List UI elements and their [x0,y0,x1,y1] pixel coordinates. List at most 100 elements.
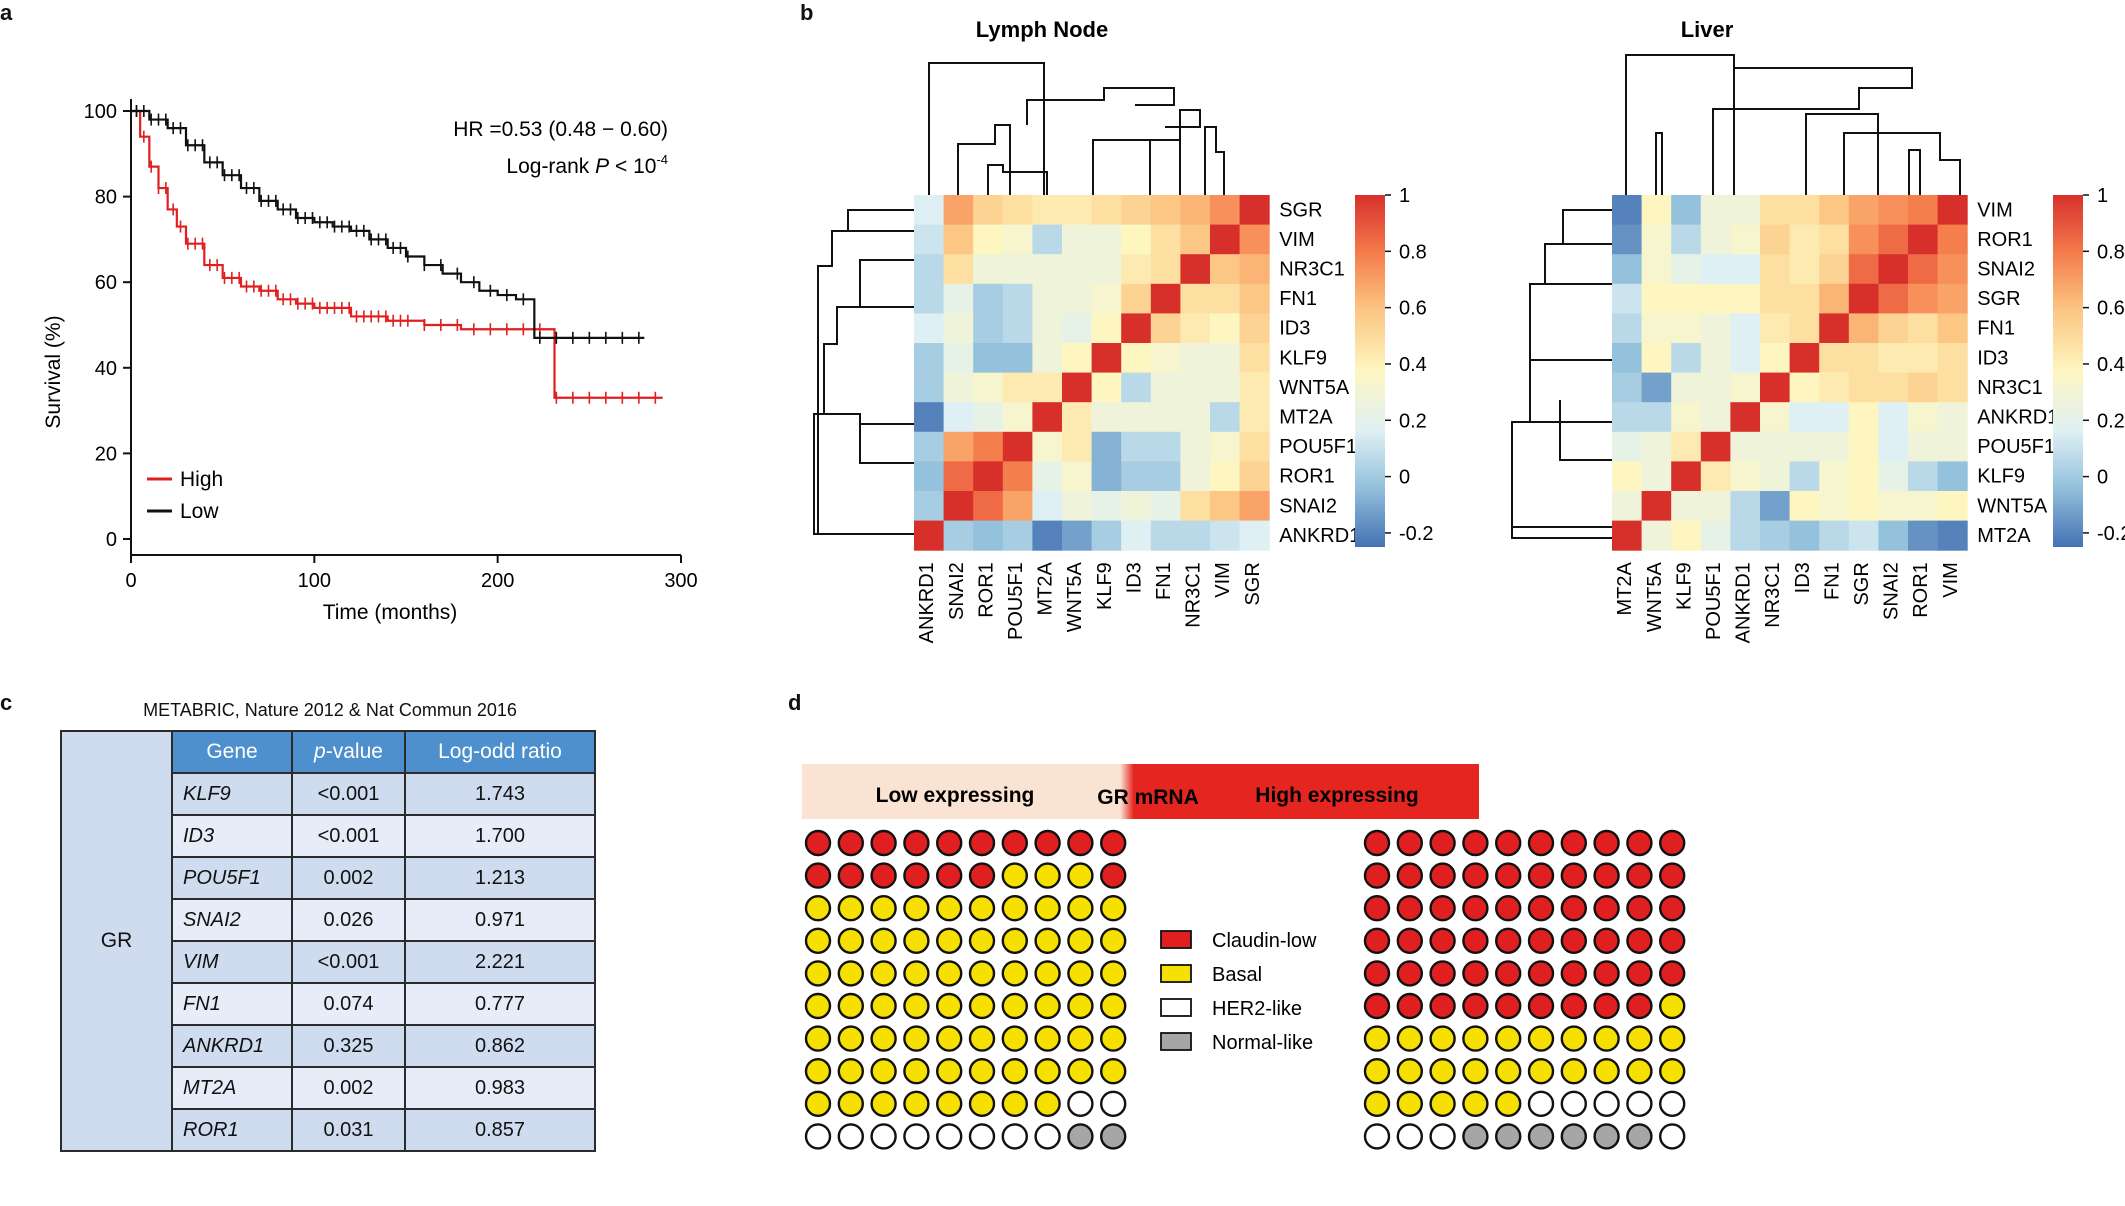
heatmap-col-label: POU5F1 [1703,562,1725,640]
heatmap-cell [1612,313,1643,344]
heatmap-cell [1180,343,1211,374]
heatmap-cell [943,520,974,551]
legend-high-label: High [180,468,223,491]
subtype-dot [1527,1058,1555,1085]
subtype-dot [1100,829,1127,857]
heatmap-row-label: NR3C1 [1279,259,1345,281]
heatmap-cell [1700,402,1731,433]
heatmap-cell [1612,195,1643,226]
heatmap-cell [1908,195,1939,226]
dendrogram-branch [987,164,1048,195]
subtype-dot [903,829,930,857]
heatmap-cell [1032,283,1063,314]
subtype-dot [1659,927,1686,955]
dot-grid-low [804,829,1127,1150]
heatmap-cell [1937,313,1968,344]
subtype-dot [1527,1025,1555,1052]
heatmap-cell [1150,283,1181,314]
heatmap-cell [1671,224,1702,255]
heatmap-cell [973,520,1004,551]
subtype-dot [870,894,897,922]
heatmap-col-label: KLF9 [1673,562,1695,610]
heatmap-cell [1848,461,1879,492]
subtype-dot [804,992,832,1020]
heatmap-cell [943,431,974,462]
heatmap-row-label: ID3 [1279,318,1310,340]
heatmap-cell [1150,491,1181,522]
heatmap-cell [1671,372,1702,403]
heatmap-cell [1878,402,1909,433]
subtype-dot [1067,1123,1094,1150]
heatmap-cell [1150,372,1181,403]
subtype-dot [1659,1058,1686,1085]
dendrogram-branch [928,62,1045,195]
heatmap-col-label: NR3C1 [1183,562,1205,628]
heatmap-cell [1878,431,1909,462]
subtype-dot [935,992,963,1020]
subtype-dot [1659,1090,1686,1117]
subtype-dot [870,927,897,955]
gr-mrna-bar [802,764,1479,819]
survival-ytick-label: 40 [95,358,117,380]
heatmap-cell [1180,313,1211,344]
heatmap-cell [1878,343,1909,374]
subtype-dot [1100,1090,1127,1117]
subtype-dot [804,1058,832,1085]
heatmap-col-label: SGR [1851,562,1873,605]
correlation-heatmaps: Lymph Node Liver SGR VIM NR3C1 FN1 ID3 KLF9 WN… [813,17,2125,643]
legend-swatch [1160,998,1192,1017]
subtype-dot [804,960,832,987]
subtype-dot [1462,927,1489,955]
subtype-dot [1067,894,1094,922]
heatmap-cell [1730,402,1761,433]
subtype-dot [903,1025,930,1052]
heatmap-cell [943,224,974,255]
subtype-dot [1659,992,1686,1020]
heatmap-cell [1819,224,1850,255]
heatmap-cell [973,254,1004,285]
heatmap-cell [973,431,1004,462]
heatmap-cell [973,195,1004,226]
subtype-dot [1560,1025,1587,1052]
heatmap-cell [1671,195,1702,226]
subtype-dot [1462,829,1489,857]
table-cell-pvalue: <0.001 [291,940,406,984]
subtype-dot [1001,927,1029,955]
subtype-dot [804,927,832,955]
bar-mid-label: GR mRNA [1097,786,1199,809]
table-cell-log-odd: 1.213 [404,856,596,900]
subtype-dot [1100,1123,1127,1150]
subtype-dot [1495,1058,1522,1085]
heatmap-cell [1819,491,1850,522]
table-row: ROR1 0.031 0.857 [61,1108,596,1152]
heatmap-cell [1612,520,1643,551]
heatmap-cell [1671,461,1702,492]
heatmap-cell [1612,461,1643,492]
heatmap-cell [1789,313,1820,344]
subtype-dot [1462,1025,1489,1052]
heatmap-cell [1239,520,1270,551]
gr-group-cell: GR [60,730,173,1152]
heatmap-cell [1908,431,1939,462]
heatmap-cell [1612,431,1643,462]
dendrogram-branch [1092,109,1201,195]
subtype-dot [935,1025,963,1052]
heatmap-cell [914,402,945,433]
subtype-dot [1034,1025,1061,1052]
survival-ytick-label: 100 [84,101,117,123]
heatmap-cell [1730,431,1761,462]
heatmap-cell [1789,254,1820,285]
subtype-dot [1593,1058,1620,1085]
subtype-dot [903,960,930,987]
heatmap-cell [1032,195,1063,226]
heatmap-cell [1819,195,1850,226]
heatmap-cell [1121,224,1152,255]
table-cell-log-odd: 0.857 [404,1108,596,1152]
heatmap-cell [1150,402,1181,433]
survival-xtick-label: 100 [298,570,331,592]
subtype-dot [968,1025,996,1052]
heatmap-cell [1150,224,1181,255]
subtype-dot [1396,894,1423,922]
heatmap-col-label: FN1 [1821,562,1843,600]
heatmap-cell [1210,372,1241,403]
